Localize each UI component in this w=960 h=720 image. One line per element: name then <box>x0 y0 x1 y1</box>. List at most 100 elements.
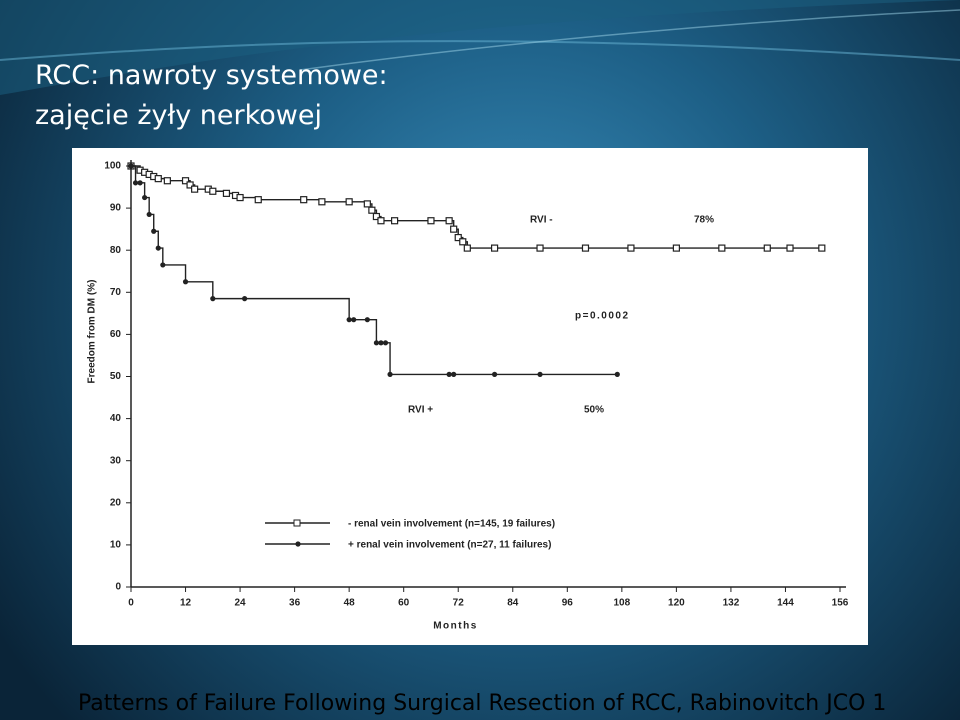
marker <box>300 196 308 204</box>
annotation: p=0.0002 <box>575 311 630 322</box>
marker <box>210 296 216 302</box>
marker <box>627 244 635 252</box>
marker <box>459 238 467 246</box>
legend-label: + renal vein involvement (n=27, 11 failu… <box>348 540 551 551</box>
y-tick-label: 30 <box>110 455 122 466</box>
footer: Patterns of Failure Following Surgical R… <box>78 691 886 716</box>
x-tick-label: 72 <box>453 598 465 609</box>
y-tick-label: 90 <box>110 203 122 214</box>
marker <box>345 198 353 206</box>
chart-panel <box>72 148 868 645</box>
marker <box>368 206 376 214</box>
marker <box>181 177 190 185</box>
marker <box>222 189 231 197</box>
marker <box>351 317 357 323</box>
marker <box>454 233 462 242</box>
marker <box>490 244 499 252</box>
x-tick-label: 108 <box>614 598 631 609</box>
x-tick-label: 84 <box>507 598 519 609</box>
y-tick-label: 100 <box>104 161 121 172</box>
marker <box>191 185 199 193</box>
y-tick-label: 70 <box>110 287 122 298</box>
marker <box>672 244 680 252</box>
annotation: 50% <box>584 405 604 416</box>
x-tick-label: 48 <box>344 598 356 609</box>
marker <box>128 163 134 169</box>
marker <box>154 175 162 183</box>
marker <box>463 244 471 252</box>
legend-label: - renal vein involvement (n=145, 19 fail… <box>348 519 555 530</box>
annotation: 78% <box>694 215 714 226</box>
x-tick-label: 96 <box>562 598 574 609</box>
y-tick-label: 10 <box>110 540 122 551</box>
marker <box>391 217 399 225</box>
marker <box>151 228 157 234</box>
marker <box>537 371 543 377</box>
marker <box>427 217 435 225</box>
wave <box>0 40 960 61</box>
x-tick-label: 12 <box>180 598 192 609</box>
title: RCC: nawroty systemowe: <box>35 60 388 91</box>
marker <box>491 371 498 377</box>
marker <box>536 244 544 252</box>
marker <box>387 371 393 377</box>
marker <box>186 181 194 189</box>
marker <box>209 187 217 195</box>
marker <box>446 371 452 377</box>
title: zajęcie żyły nerkowej <box>35 100 322 131</box>
x-tick-label: 156 <box>832 598 849 609</box>
marker <box>346 317 352 323</box>
chart: 0 10 20 30 40 50 60 70 80 90 100 0 12 24 36 48 60 72 84 96 1… <box>87 160 849 632</box>
marker <box>254 196 262 204</box>
y-tick-label: 50 <box>110 371 122 382</box>
y-tick-label: 60 <box>110 329 122 340</box>
marker <box>155 245 161 251</box>
legend-marker <box>295 541 301 547</box>
marker <box>445 217 453 225</box>
marker <box>818 244 826 252</box>
x-tick-label: 0 <box>128 598 134 609</box>
marker <box>137 180 143 186</box>
wave <box>299 9 960 71</box>
marker <box>318 198 326 206</box>
x-tick-label: 60 <box>398 598 410 609</box>
x-tick-label: 120 <box>668 598 685 609</box>
marker <box>163 177 171 185</box>
marker <box>132 180 139 186</box>
marker <box>786 244 794 252</box>
annotation: RVI + <box>408 405 433 416</box>
marker <box>451 371 457 377</box>
wave <box>0 0 960 95</box>
y-tick-label: 40 <box>110 413 122 424</box>
marker <box>146 211 152 218</box>
x-tick-label: 132 <box>723 598 740 609</box>
marker <box>373 340 380 346</box>
marker <box>160 262 166 268</box>
marker <box>363 200 371 208</box>
marker <box>372 212 381 221</box>
marker <box>581 244 590 252</box>
marker <box>182 279 189 285</box>
x-axis-label: Months <box>433 621 478 632</box>
annotation: RVI - <box>530 215 553 226</box>
legend-marker <box>293 519 301 527</box>
marker <box>378 340 384 346</box>
x-tick-label: 144 <box>777 598 794 609</box>
marker <box>242 296 248 302</box>
marker <box>364 317 370 323</box>
marker <box>450 225 458 233</box>
marker <box>718 244 726 252</box>
marker <box>236 193 244 202</box>
y-tick-label: 80 <box>110 245 122 256</box>
marker <box>142 194 148 201</box>
y-tick-label: 20 <box>110 497 122 508</box>
x-tick-label: 24 <box>235 598 247 609</box>
marker <box>382 340 389 346</box>
y-tick-label: 0 <box>115 582 121 593</box>
y-axis-label: Freedom from DM (%) <box>87 280 98 384</box>
x-tick-label: 36 <box>289 598 301 609</box>
marker <box>614 371 620 377</box>
marker <box>377 217 385 225</box>
